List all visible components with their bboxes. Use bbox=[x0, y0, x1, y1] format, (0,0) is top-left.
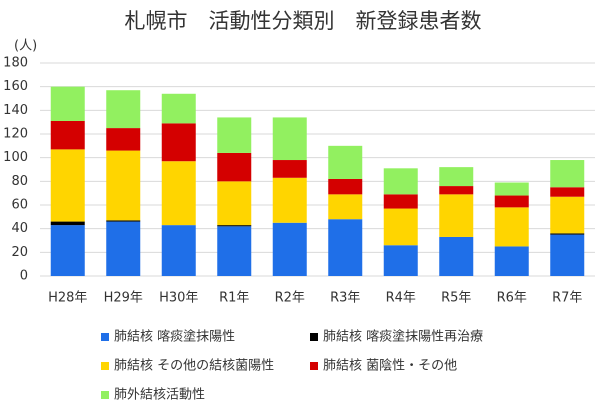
bar-segment bbox=[50, 225, 85, 276]
bar-segment bbox=[50, 120, 85, 150]
y-unit: (人) bbox=[14, 39, 37, 54]
bar-segment bbox=[550, 233, 585, 235]
bar-segment bbox=[217, 225, 252, 227]
y-tick-label: 20 bbox=[11, 245, 28, 260]
y-tick-label: 140 bbox=[3, 103, 28, 118]
y-tick-label: 0 bbox=[20, 269, 28, 284]
bar-segment bbox=[106, 220, 141, 222]
x-tick-label: H29年 bbox=[104, 291, 143, 306]
bar-segment bbox=[328, 194, 363, 220]
y-tick-label: 100 bbox=[3, 150, 28, 165]
x-tick-label: R1年 bbox=[219, 291, 249, 306]
bar-segment bbox=[494, 207, 529, 247]
bar-segment bbox=[272, 177, 307, 223]
y-tick-label: 180 bbox=[3, 56, 28, 71]
bar-segment bbox=[328, 219, 363, 276]
bar-segment bbox=[272, 222, 307, 276]
bar-segment bbox=[50, 149, 85, 222]
y-tick-label: 40 bbox=[11, 221, 28, 236]
bar-segment bbox=[217, 181, 252, 226]
bar-segment bbox=[383, 245, 418, 276]
y-tick-label: 80 bbox=[11, 174, 28, 189]
legend-label: 肺結核 その他の結核菌陽性 bbox=[114, 359, 274, 374]
bar-segment bbox=[106, 128, 141, 151]
legend-label: 肺外結核活動性 bbox=[114, 388, 205, 403]
bar-segment bbox=[217, 117, 252, 153]
legend-label: 肺結核 菌陰性・その他 bbox=[323, 359, 457, 374]
legend-swatch bbox=[310, 362, 318, 370]
bar-segment bbox=[217, 152, 252, 182]
legend-swatch bbox=[101, 333, 109, 341]
bar-segment bbox=[439, 236, 474, 276]
bar-segment bbox=[550, 187, 585, 197]
bar-segment bbox=[439, 186, 474, 195]
bar-segment bbox=[383, 194, 418, 209]
y-tick-label: 120 bbox=[3, 127, 28, 142]
bar-segment bbox=[328, 145, 363, 179]
bar-segment bbox=[217, 226, 252, 276]
x-tick-label: R6年 bbox=[497, 291, 527, 306]
bar-segment bbox=[328, 178, 363, 195]
chart-title: 札幌市 活動性分類別 新登録患者数 bbox=[125, 9, 482, 33]
bar-segment bbox=[161, 93, 196, 124]
x-tick-label: R3年 bbox=[330, 291, 360, 306]
bar-segment bbox=[272, 160, 307, 178]
y-tick-label: 60 bbox=[11, 198, 28, 213]
x-tick-label: H30年 bbox=[159, 291, 198, 306]
bar-segment bbox=[161, 161, 196, 226]
bar-segment bbox=[383, 168, 418, 195]
bar-segment bbox=[439, 194, 474, 237]
bar-segment bbox=[50, 221, 85, 226]
bar-segment bbox=[494, 246, 529, 276]
legend-label: 肺結核 喀痰塗抹陽性 bbox=[114, 329, 235, 345]
x-tick-label: R2年 bbox=[275, 291, 305, 306]
bar-segment bbox=[106, 150, 141, 221]
legend-swatch bbox=[101, 391, 109, 399]
bar-segment bbox=[494, 182, 529, 196]
bar-segment bbox=[439, 167, 474, 187]
bar-segment bbox=[383, 208, 418, 246]
bar-segment bbox=[550, 196, 585, 234]
x-tick-label: R5年 bbox=[441, 291, 471, 306]
bar-segment bbox=[106, 221, 141, 276]
legend-label: 肺結核 喀痰塗抹陽性再治療 bbox=[323, 329, 483, 345]
bar-segment bbox=[494, 195, 529, 208]
bar-segment bbox=[550, 160, 585, 188]
bar-segment bbox=[50, 86, 85, 121]
bar-segment bbox=[272, 117, 307, 161]
bar-segment bbox=[106, 90, 141, 129]
legend-swatch bbox=[101, 362, 109, 370]
bar-segment bbox=[161, 123, 196, 162]
x-tick-label: R4年 bbox=[386, 291, 416, 306]
legend-swatch bbox=[310, 333, 318, 341]
bar-segment bbox=[550, 234, 585, 276]
bar-segment bbox=[161, 225, 196, 276]
x-tick-label: R7年 bbox=[552, 291, 582, 306]
y-tick-label: 160 bbox=[3, 79, 28, 94]
x-tick-label: H28年 bbox=[48, 291, 87, 306]
